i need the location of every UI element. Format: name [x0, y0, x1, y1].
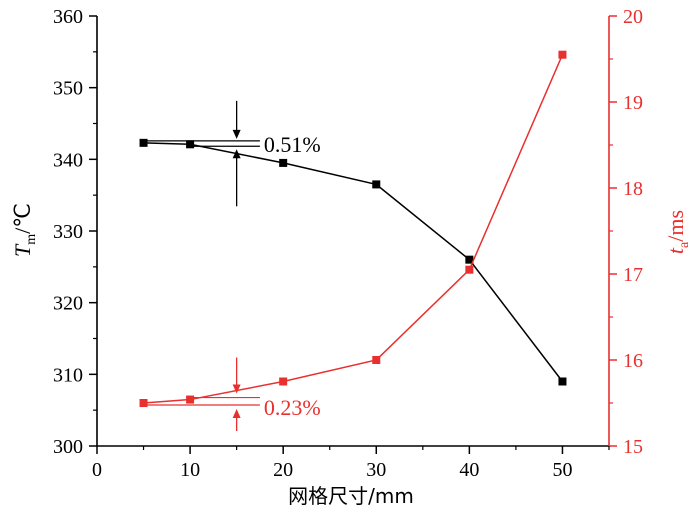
right-axis-title: ta/ms	[663, 210, 692, 254]
data-point	[139, 399, 148, 407]
left-axis-title-unit: /℃	[10, 203, 35, 234]
series-line	[143, 142, 564, 382]
right-tick-label: 16	[623, 350, 643, 372]
left-axis-title-symbol: T	[10, 243, 35, 257]
annotation-arrowhead	[232, 149, 241, 159]
right-tick-label: 18	[623, 178, 643, 200]
axes	[96, 16, 610, 447]
right-axis-title-unit: /ms	[663, 210, 688, 242]
data-point	[558, 377, 567, 386]
series-line	[143, 54, 564, 404]
series	[139, 50, 567, 407]
annotations: 0.51% 0.23%	[143, 100, 321, 431]
x-tick-label: 40	[459, 459, 479, 481]
left-tick-label: 310	[53, 364, 83, 386]
right-axis-title-subscript: a	[677, 241, 692, 248]
left-tick-label: 330	[53, 221, 83, 243]
data-point	[279, 377, 288, 386]
annotation-label: 0.23%	[264, 395, 321, 420]
right-tick-label: 15	[623, 436, 643, 458]
x-tick-label: 0	[92, 459, 102, 481]
data-point	[372, 180, 381, 189]
left-tick-label: 300	[53, 436, 83, 458]
annotation-arrowhead	[232, 409, 241, 418]
left-axis-ticks: 300 310 320 330 340 350 360	[53, 6, 97, 458]
right-tick-label: 19	[623, 92, 643, 114]
data-point	[186, 395, 195, 404]
data-point	[279, 158, 288, 167]
left-tick-label: 320	[53, 293, 83, 315]
left-tick-label: 340	[53, 149, 83, 171]
right-tick-label: 17	[623, 264, 643, 286]
data-point	[465, 255, 474, 264]
x-tick-label: 20	[273, 459, 293, 481]
x-tick-label: 10	[180, 459, 200, 481]
x-tick-label: 50	[552, 459, 572, 481]
left-axis-title-subscript: m	[24, 234, 39, 245]
left-tick-label: 350	[53, 78, 83, 100]
data-point	[558, 50, 567, 59]
annotation-label: 0.51%	[264, 132, 321, 157]
data-point	[465, 265, 474, 274]
left-axis-title: Tm/℃	[10, 203, 39, 257]
right-tick-label: 20	[623, 6, 643, 28]
right-axis-title-symbol: t	[663, 247, 688, 254]
x-axis-ticks: 0 10 20 30 40 50	[92, 446, 610, 481]
right-axis-ticks: 15 16 17 18 19 20	[609, 6, 643, 458]
data-point	[139, 138, 148, 147]
left-tick-label: 360	[53, 6, 83, 28]
data-point	[186, 140, 195, 149]
x-tick-label: 30	[366, 459, 386, 481]
annotation-arrowhead	[232, 384, 241, 394]
data-point	[372, 356, 381, 364]
series-1	[139, 138, 567, 386]
series-2	[139, 50, 567, 407]
annotation-arrowhead	[232, 129, 241, 139]
x-axis-title: 网格尺寸/mm	[288, 484, 414, 508]
